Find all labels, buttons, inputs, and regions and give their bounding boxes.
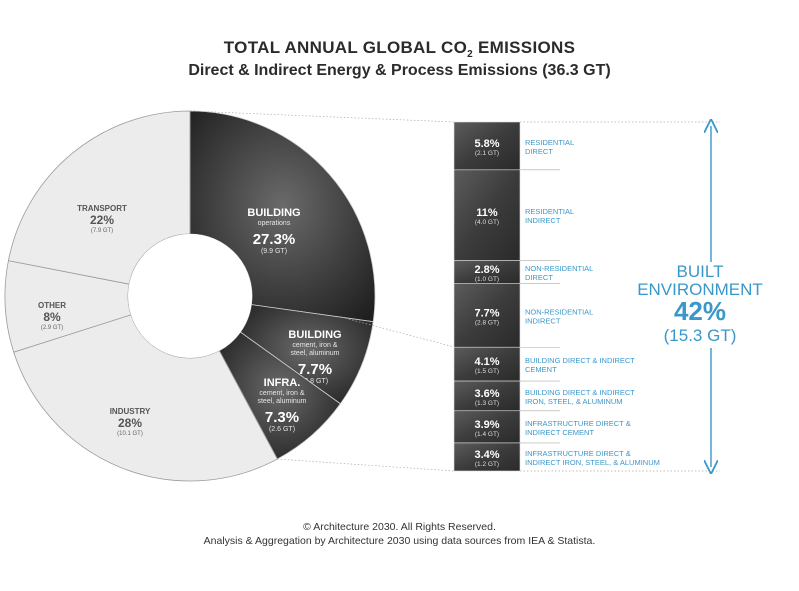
breakdown-gt-segment-7: (1.4 GT) bbox=[475, 431, 499, 438]
slice-sub-building-1: operations bbox=[258, 220, 291, 227]
slice-name-other-5: OTHER bbox=[38, 301, 66, 310]
breakdown-label1-segment-8: INFRASTRUCTURE DIRECT & bbox=[525, 449, 631, 458]
breakdown-pct-segment-8: 3.4% bbox=[474, 449, 499, 461]
breakdown-label1-segment-7: INFRASTRUCTURE DIRECT & bbox=[525, 419, 631, 428]
breakdown-segment-2 bbox=[453, 169, 521, 261]
slice-pct-building-2: 7.7% bbox=[298, 361, 332, 378]
slice-sub-infra-3: steel, aluminum bbox=[257, 398, 306, 405]
built-environment-pct: 42% bbox=[674, 296, 726, 326]
slice-name-transport-6: TRANSPORT bbox=[77, 204, 127, 213]
built-environment-gt: (15.3 GT) bbox=[664, 326, 737, 345]
breakdown-gt-segment-5: (1.5 GT) bbox=[475, 368, 499, 375]
footer-source: Analysis & Aggregation by Architecture 2… bbox=[203, 535, 596, 547]
breakdown-pct-segment-4: 7.7% bbox=[474, 307, 499, 319]
breakdown-label2-segment-3: DIRECT bbox=[525, 273, 553, 282]
slice-name-industry-4: INDUSTRY bbox=[110, 407, 151, 416]
breakdown-gt-segment-6: (1.3 GT) bbox=[475, 400, 499, 407]
breakdown-segment-1 bbox=[453, 121, 521, 171]
slice-name-building-1: BUILDING bbox=[247, 207, 300, 219]
chart-title: TOTAL ANNUAL GLOBAL CO2 EMISSIONS bbox=[0, 38, 799, 60]
breakdown-label1-segment-4: NON-RESIDENTIAL bbox=[525, 307, 593, 316]
breakdown-pct-segment-5: 4.1% bbox=[474, 356, 499, 368]
title-text-suffix: EMISSIONS bbox=[473, 38, 576, 57]
breakdown-label2-segment-4: INDIRECT bbox=[525, 316, 561, 325]
breakdown-label2-segment-7: INDIRECT CEMENT bbox=[525, 428, 594, 437]
slice-pct-infra-3: 7.3% bbox=[265, 409, 299, 426]
built-environment-line2: ENVIRONMENT bbox=[637, 280, 763, 299]
title-subscript: 2 bbox=[467, 49, 474, 60]
breakdown-pct-segment-7: 3.9% bbox=[474, 419, 499, 431]
slice-name-building-2: BUILDING bbox=[288, 329, 341, 341]
breakdown-label1-segment-2: RESIDENTIAL bbox=[525, 207, 574, 216]
breakdown-label1-segment-3: NON-RESIDENTIAL bbox=[525, 264, 593, 273]
slice-pct-other-5: 8% bbox=[43, 310, 61, 324]
breakdown-segment-5 bbox=[453, 346, 521, 382]
slice-gt-infra-3: (2.6 GT) bbox=[269, 426, 295, 433]
chart-subtitle: Direct & Indirect Energy & Process Emiss… bbox=[188, 62, 611, 79]
connector-bottom bbox=[277, 458, 455, 472]
breakdown-label2-segment-5: CEMENT bbox=[525, 365, 557, 374]
breakdown-label1-segment-6: BUILDING DIRECT & INDIRECT bbox=[525, 388, 635, 397]
slice-pct-industry-4: 28% bbox=[118, 416, 142, 430]
breakdown-gt-segment-2: (4.0 GT) bbox=[475, 219, 499, 226]
slice-sub-building-2: steel, aluminum bbox=[290, 350, 339, 357]
breakdown-pct-segment-2: 11% bbox=[476, 207, 498, 219]
slice-gt-other-5: (2.9 GT) bbox=[41, 325, 63, 331]
slice-gt-transport-6: (7.9 GT) bbox=[91, 228, 113, 234]
slice-gt-building-1: (9.9 GT) bbox=[261, 248, 287, 255]
breakdown-segment-6 bbox=[453, 380, 521, 412]
breakdown-gt-segment-8: (1.2 GT) bbox=[475, 461, 499, 468]
title-text: TOTAL ANNUAL GLOBAL CO bbox=[223, 38, 468, 57]
slice-sub-infra-3: cement, iron & bbox=[259, 390, 304, 397]
breakdown-gt-segment-3: (1.0 GT) bbox=[475, 276, 499, 283]
connector-lines bbox=[189, 110, 720, 472]
breakdown-segment-8 bbox=[453, 442, 521, 472]
donut-hole bbox=[128, 234, 252, 358]
breakdown-gt-segment-4: (2.8 GT) bbox=[475, 319, 499, 326]
slice-gt-industry-4: (10.1 GT) bbox=[117, 431, 143, 437]
breakdown-segment-4 bbox=[453, 283, 521, 348]
slice-pct-transport-6: 22% bbox=[90, 213, 114, 227]
breakdown-label1-segment-1: RESIDENTIAL bbox=[525, 138, 574, 147]
breakdown-label1-segment-5: BUILDING DIRECT & INDIRECT bbox=[525, 356, 635, 365]
breakdown-label2-segment-6: IRON, STEEL, & ALUMINUM bbox=[525, 397, 623, 406]
built-environment-line1: BUILT bbox=[677, 262, 724, 281]
breakdown-pct-segment-6: 3.6% bbox=[474, 388, 499, 400]
breakdown-gt-segment-1: (2.1 GT) bbox=[475, 150, 499, 157]
slice-sub-building-2: cement, iron & bbox=[292, 342, 337, 349]
breakdown-label2-segment-1: DIRECT bbox=[525, 147, 553, 156]
breakdown-pct-segment-3: 2.8% bbox=[474, 264, 499, 276]
breakdown-label2-segment-8: INDIRECT IRON, STEEL, & ALUMINUM bbox=[525, 458, 660, 467]
slice-name-infra-3: INFRA. bbox=[264, 377, 301, 389]
breakdown-segment-7 bbox=[453, 410, 521, 444]
built-environment-backing bbox=[636, 262, 766, 348]
breakdown-label2-segment-2: INDIRECT bbox=[525, 216, 561, 225]
breakdown-pct-segment-1: 5.8% bbox=[474, 138, 499, 150]
slice-pct-building-1: 27.3% bbox=[253, 231, 296, 248]
footer-copyright: © Architecture 2030. All Rights Reserved… bbox=[303, 521, 496, 533]
slice-gt-building-2: (2.8 GT) bbox=[302, 378, 328, 385]
